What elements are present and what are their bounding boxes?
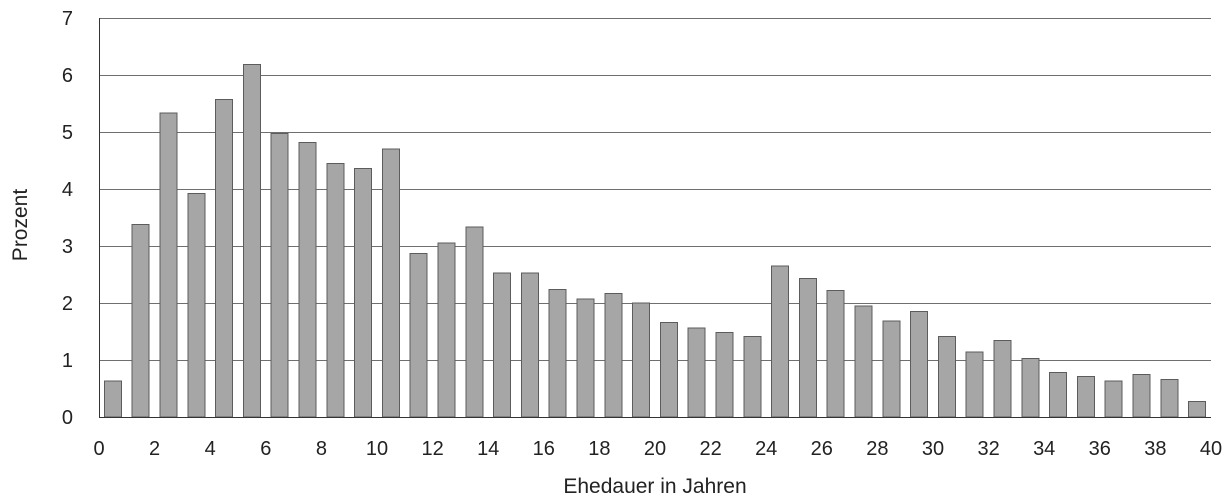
- bar: [381, 148, 400, 418]
- bar: [548, 288, 567, 418]
- x-tick-label: 16: [533, 438, 555, 460]
- bar: [687, 327, 706, 418]
- x-tick-label-layer: 0 2 4 6 8 10 12 14 16 18 20 22 24 26 28 30 32 34 36 38 40: [93, 438, 1222, 460]
- bar: [632, 302, 651, 418]
- bar: [798, 277, 817, 418]
- x-tick-label: 32: [977, 438, 999, 460]
- bar: [743, 336, 762, 418]
- x-tick-label: 10: [366, 438, 388, 460]
- bar: [354, 167, 373, 418]
- bar: [187, 193, 206, 418]
- x-tick-label: 40: [1200, 438, 1222, 460]
- bar-layer: [103, 64, 1207, 418]
- bar: [159, 112, 178, 418]
- y-tick-label: 3: [62, 236, 73, 258]
- bar: [1021, 357, 1040, 418]
- y-tick-label: 7: [62, 8, 73, 30]
- x-tick-label: 4: [205, 438, 216, 460]
- bar: [215, 99, 234, 418]
- x-tick-label: 0: [93, 438, 104, 460]
- bar: [1132, 373, 1151, 418]
- bar: [298, 141, 317, 418]
- bar: [659, 321, 678, 418]
- bar: [910, 311, 929, 418]
- bar: [409, 252, 428, 418]
- x-tick-label: 22: [699, 438, 721, 460]
- x-tick-label: 14: [477, 438, 499, 460]
- bar: [1049, 372, 1068, 418]
- y-axis-title: Prozent: [9, 189, 32, 262]
- bar: [882, 320, 901, 418]
- x-tick-label: 38: [1144, 438, 1166, 460]
- y-tick-label: 5: [62, 122, 73, 144]
- bar: [993, 340, 1012, 418]
- axis-layer: [99, 18, 1211, 418]
- bar: [270, 133, 289, 418]
- bar: [437, 242, 456, 418]
- bar: [1104, 380, 1123, 418]
- bar: [103, 380, 122, 418]
- gridline-layer: [99, 18, 1211, 361]
- y-tick-label: 1: [62, 350, 73, 372]
- x-tick-label: 20: [644, 438, 666, 460]
- x-tick-label: 2: [149, 438, 160, 460]
- x-tick-label: 12: [421, 438, 443, 460]
- bar: [937, 336, 956, 418]
- bar: [1188, 401, 1207, 418]
- y-tick-label: 0: [62, 407, 73, 429]
- bar: [771, 265, 790, 418]
- bar: [854, 305, 873, 418]
- y-tick-label: 2: [62, 293, 73, 315]
- bar: [965, 351, 984, 418]
- x-tick-label: 8: [316, 438, 327, 460]
- bar: [242, 64, 261, 418]
- bar: [326, 162, 345, 418]
- bar: [604, 292, 623, 418]
- x-tick-label: 34: [1033, 438, 1055, 460]
- x-tick-label: 36: [1089, 438, 1111, 460]
- bar: [576, 298, 595, 418]
- x-tick-label: 6: [260, 438, 271, 460]
- bar: [1160, 378, 1179, 418]
- bar: [131, 223, 150, 418]
- y-tick-label: 6: [62, 65, 73, 87]
- x-axis-title: Ehedauer in Jahren: [563, 475, 746, 498]
- bar: [520, 272, 539, 418]
- bar: [715, 332, 734, 418]
- bar: [1076, 376, 1095, 418]
- bar: [465, 226, 484, 418]
- y-tick-label-layer: 0 1 2 3 4 5 6 7: [62, 8, 73, 429]
- x-tick-label: 26: [811, 438, 833, 460]
- x-tick-label: 30: [922, 438, 944, 460]
- bar: [493, 272, 512, 418]
- y-tick-label: 4: [62, 179, 73, 201]
- bar: [826, 289, 845, 418]
- x-tick-label: 28: [866, 438, 888, 460]
- x-tick-label: 18: [588, 438, 610, 460]
- x-tick-label: 24: [755, 438, 777, 460]
